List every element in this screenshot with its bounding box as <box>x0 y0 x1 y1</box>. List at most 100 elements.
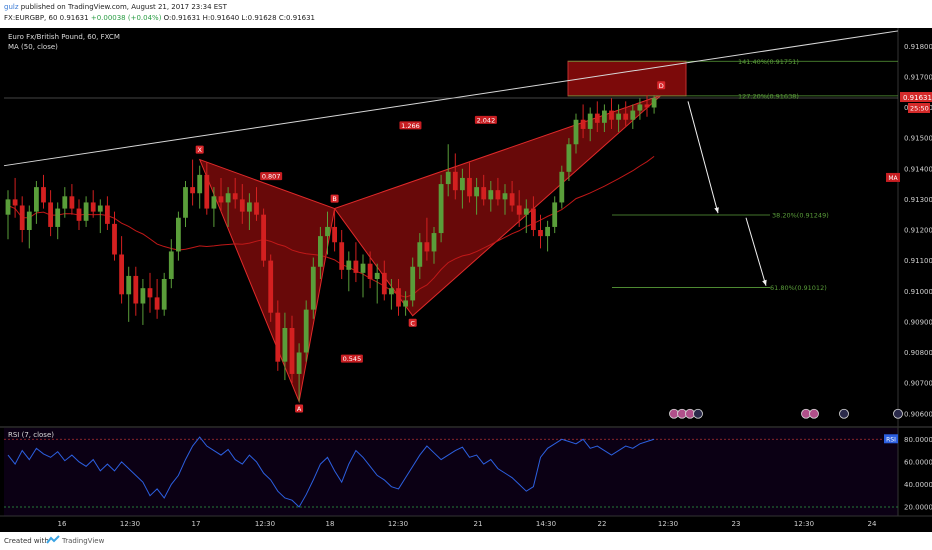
countdown-badge <box>908 103 930 114</box>
time-axis-label: 22 <box>598 520 607 528</box>
candle-body <box>637 104 643 111</box>
projection-arrow <box>745 217 767 286</box>
snapshot-header: gulz published on TradingView.com, Augus… <box>0 0 932 28</box>
candle-body <box>282 328 288 362</box>
rsi-tick-label: 40.0000 <box>904 481 932 489</box>
projection-arrowhead <box>762 279 767 286</box>
candle-body <box>573 119 579 145</box>
moving-average-line <box>7 155 655 298</box>
candle-body <box>502 193 508 200</box>
pattern-triangle-xab <box>198 158 336 404</box>
publish-line: gulz published on TradingView.com, Augus… <box>4 3 227 11</box>
price-tick-label: 0.91100 <box>904 257 932 265</box>
price-tick-label: 0.91400 <box>904 165 932 173</box>
candle-body <box>481 187 487 200</box>
candle-body <box>105 205 110 224</box>
candle-body <box>147 288 153 298</box>
candle-body <box>460 177 465 191</box>
ma-badge <box>886 172 900 182</box>
candle-body <box>438 184 444 234</box>
price-tick-label: 0.90800 <box>904 349 932 357</box>
candle-body <box>467 177 472 197</box>
candle-body <box>644 104 650 108</box>
event-marker-icon <box>893 408 903 419</box>
candle-body <box>509 193 515 206</box>
symbol-label: FX:EURGBP, 60 <box>4 14 58 22</box>
candle-body <box>552 202 558 227</box>
fib-level-label: 38.20%(0.91249) <box>772 211 829 219</box>
candle-body <box>197 174 203 194</box>
author-name[interactable]: gulz <box>4 3 19 11</box>
candle-body <box>168 251 174 279</box>
candle-body <box>616 113 621 120</box>
candle-body <box>303 309 309 353</box>
candle-body <box>97 205 103 212</box>
candle-body <box>275 312 281 362</box>
event-marker-icon <box>809 408 819 419</box>
candle-body <box>332 226 337 243</box>
candle-body <box>254 202 259 215</box>
rsi-legend: RSI (7, close) <box>8 431 54 439</box>
candle-body <box>374 272 380 279</box>
candle-body <box>34 187 39 212</box>
tradingview-logo-icon <box>46 535 60 544</box>
ratio-label: 0.807 <box>262 173 281 181</box>
candle-body <box>76 208 82 221</box>
price-tick-label: 0.91500 <box>904 135 932 143</box>
ratio-label: 2.042 <box>477 116 496 124</box>
price-tick-label: 0.91300 <box>904 196 932 204</box>
reversal-zone-box <box>567 60 687 97</box>
rsi-tick-label: 20.0000 <box>904 503 932 511</box>
candle-body <box>495 190 501 200</box>
candle-body <box>310 266 316 310</box>
candle-body <box>609 110 614 120</box>
price-tick-label: 0.91000 <box>904 288 932 296</box>
candle-body <box>133 275 139 304</box>
candle-body <box>651 98 657 108</box>
time-axis-label: 12:30 <box>255 520 275 528</box>
snapshot-footer: Created with TradingView <box>0 532 932 550</box>
candle-body <box>424 242 430 252</box>
candle-body <box>289 328 295 374</box>
ratio-label: 1.266 <box>401 122 420 130</box>
candle-body <box>516 205 522 215</box>
price-chart[interactable]: 0.918000.917000.916000.915000.914000.913… <box>0 28 932 532</box>
time-axis-label: 12:30 <box>388 520 408 528</box>
price-tick-label: 0.91200 <box>904 227 932 235</box>
candle-body <box>83 202 89 221</box>
candle-body <box>523 208 529 215</box>
ratio-badge <box>260 172 283 181</box>
projection-arrow <box>687 101 719 214</box>
price-tick-label: 0.90700 <box>904 380 932 388</box>
event-marker-icon <box>693 408 703 419</box>
candle-body <box>623 113 629 120</box>
candle-body <box>12 199 18 206</box>
resistance-trendline <box>3 30 899 167</box>
candle-body <box>531 208 536 230</box>
price-tick-label: 0.90600 <box>904 410 932 418</box>
pattern-point-badge <box>657 81 666 90</box>
candle-body <box>325 226 330 237</box>
created-with-label: Created with <box>4 537 49 545</box>
time-axis-label: 16 <box>58 520 67 528</box>
candle-body <box>594 113 600 123</box>
candle-body <box>396 288 401 307</box>
candle-body <box>90 202 96 212</box>
candle-body <box>339 242 345 270</box>
last-price-label: 0.91631 <box>903 94 932 102</box>
time-axis-label: 12:30 <box>794 520 814 528</box>
candle-body <box>580 119 586 129</box>
candle-body <box>474 187 479 197</box>
candle-body <box>346 260 352 270</box>
tradingview-brand: TradingView <box>62 537 105 545</box>
rsi-badge <box>884 434 898 444</box>
candle-body <box>360 263 366 273</box>
candle-body <box>630 110 636 120</box>
projection-arrowhead <box>714 207 719 214</box>
pattern-point-label: A <box>297 405 302 413</box>
ma-badge-label: MA <box>888 175 898 182</box>
pattern-point-label: C <box>410 319 415 327</box>
candle-body <box>268 260 274 313</box>
candle-body <box>417 242 423 267</box>
candle-body <box>445 171 451 185</box>
